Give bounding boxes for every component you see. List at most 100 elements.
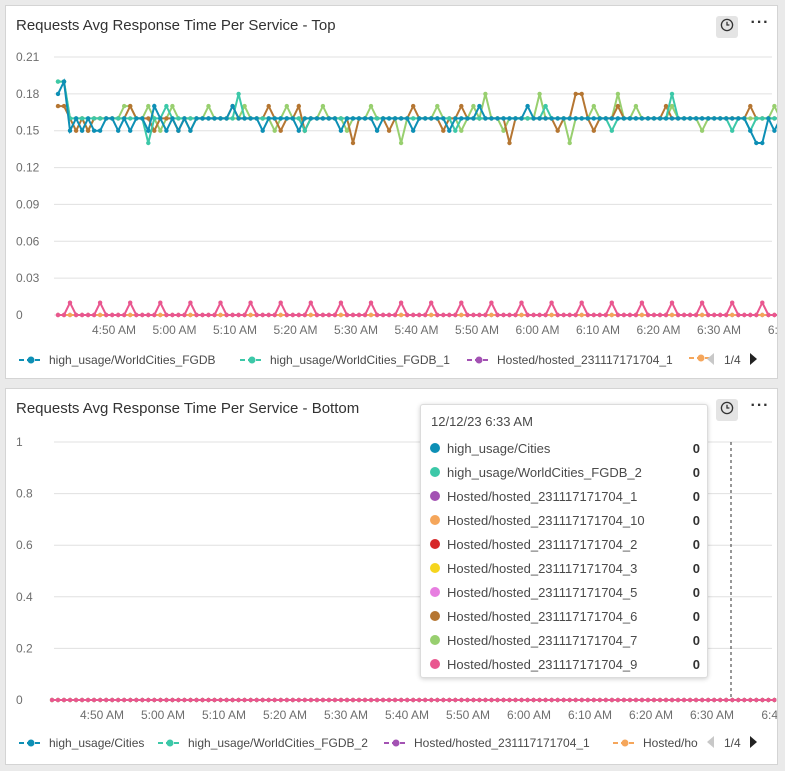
- data-point: [116, 697, 121, 703]
- x-tick-label: 5:30 AM: [334, 323, 378, 337]
- top-more-options-button[interactable]: ···: [749, 15, 771, 37]
- data-point: [236, 116, 241, 121]
- legend-item[interactable]: Hosted/hosted_231117171704_1: [466, 353, 673, 367]
- data-point: [375, 697, 380, 703]
- data-point: [537, 116, 542, 121]
- x-tick-label: 5:50 AM: [446, 708, 490, 722]
- data-point: [405, 312, 410, 318]
- data-point: [140, 116, 145, 121]
- legend-item[interactable]: Hosted/hosted_231117171704_1: [383, 736, 590, 750]
- data-point: [320, 312, 326, 318]
- legend-swatch: [19, 739, 43, 747]
- bottom-time-filter-button[interactable]: [716, 399, 738, 421]
- data-point: [537, 91, 542, 97]
- data-point: [212, 697, 217, 703]
- tooltip-series-dot: [430, 515, 440, 525]
- data-point: [332, 312, 338, 318]
- data-point: [477, 312, 482, 318]
- y-tick-label: 0.2: [16, 641, 33, 655]
- data-point: [73, 128, 79, 133]
- top-time-filter-button[interactable]: [716, 16, 738, 38]
- data-point: [513, 116, 518, 121]
- y-tick-label: 0.03: [16, 271, 40, 285]
- triangle-right-icon[interactable]: [749, 352, 759, 369]
- data-point: [176, 697, 181, 703]
- data-point: [386, 128, 392, 133]
- x-tick-label: 5:40 AM: [394, 323, 438, 337]
- data-point: [206, 103, 211, 109]
- data-point: [308, 697, 313, 703]
- tooltip-series-dot: [430, 587, 440, 597]
- data-point: [224, 697, 229, 703]
- data-point: [633, 103, 639, 109]
- data-point: [290, 697, 295, 703]
- legend-item[interactable]: high_usage/WorldCities_FGDB_2: [157, 736, 368, 750]
- data-point: [320, 103, 326, 109]
- data-point: [326, 312, 332, 318]
- data-point: [146, 140, 151, 146]
- triangle-right-icon[interactable]: [749, 735, 759, 752]
- data-point: [68, 697, 73, 703]
- data-point: [748, 116, 753, 121]
- data-point: [368, 312, 374, 318]
- data-point: [471, 312, 476, 318]
- tooltip-series-value: 0: [692, 656, 700, 672]
- tooltip-series-dot: [430, 659, 440, 669]
- data-point: [218, 116, 223, 121]
- data-point: [212, 312, 217, 318]
- legend-item[interactable]: high_usage/WorldCities_FGDB: [18, 353, 216, 367]
- legend-item[interactable]: high_usage/Cities: [18, 736, 144, 750]
- data-point: [393, 697, 398, 703]
- top-legend-pager: 1/4: [706, 351, 759, 369]
- data-point: [302, 697, 307, 703]
- data-point: [549, 116, 554, 121]
- data-point: [615, 697, 621, 703]
- data-point: [284, 312, 289, 318]
- data-point: [681, 116, 687, 121]
- tooltip-row: Hosted/hosted_231117171704_1 0: [430, 486, 700, 506]
- data-point: [657, 116, 663, 121]
- data-point: [91, 116, 97, 121]
- data-point: [423, 116, 428, 121]
- tooltip-series-name: Hosted/hosted_231117171704_2: [447, 536, 638, 552]
- data-point: [61, 79, 67, 84]
- data-point: [176, 128, 181, 133]
- data-point: [302, 312, 307, 318]
- data-point: [164, 116, 169, 121]
- data-point: [435, 103, 440, 109]
- tooltip-series-name: Hosted/hosted_231117171704_7: [447, 632, 638, 648]
- data-point: [657, 312, 663, 318]
- triangle-left-icon[interactable]: [706, 352, 716, 369]
- triangle-left-icon[interactable]: [706, 735, 716, 752]
- data-point: [489, 312, 494, 318]
- data-point: [501, 697, 506, 703]
- data-point: [152, 116, 157, 121]
- data-point: [748, 103, 753, 109]
- bottom-legend-pager: 1/4: [706, 734, 759, 752]
- data-point: [302, 116, 307, 121]
- bottom-more-options-button[interactable]: ···: [749, 398, 771, 420]
- tooltip-series-value: 0: [692, 584, 700, 600]
- data-point: [489, 300, 494, 305]
- data-point: [188, 128, 193, 133]
- data-point: [706, 116, 711, 121]
- data-point: [537, 312, 542, 318]
- data-point: [242, 103, 247, 109]
- data-point: [645, 697, 651, 703]
- data-point: [465, 697, 470, 703]
- data-point: [495, 312, 500, 318]
- data-point: [699, 300, 705, 305]
- data-point: [507, 116, 512, 121]
- data-point: [459, 128, 464, 133]
- legend-item[interactable]: Hosted/ho: [612, 736, 710, 750]
- data-point: [663, 116, 669, 121]
- data-point: [549, 312, 554, 318]
- data-point: [140, 697, 145, 703]
- tooltip-series-name: Hosted/hosted_231117171704_3: [447, 560, 638, 576]
- data-point: [128, 312, 133, 318]
- legend-item[interactable]: high_usage/WorldCities_FGDB_1: [239, 353, 450, 367]
- x-tick-label: 6:10 AM: [568, 708, 612, 722]
- data-point: [748, 128, 753, 133]
- tooltip-series-name: Hosted/hosted_231117171704_1: [447, 488, 638, 504]
- data-point: [224, 116, 229, 121]
